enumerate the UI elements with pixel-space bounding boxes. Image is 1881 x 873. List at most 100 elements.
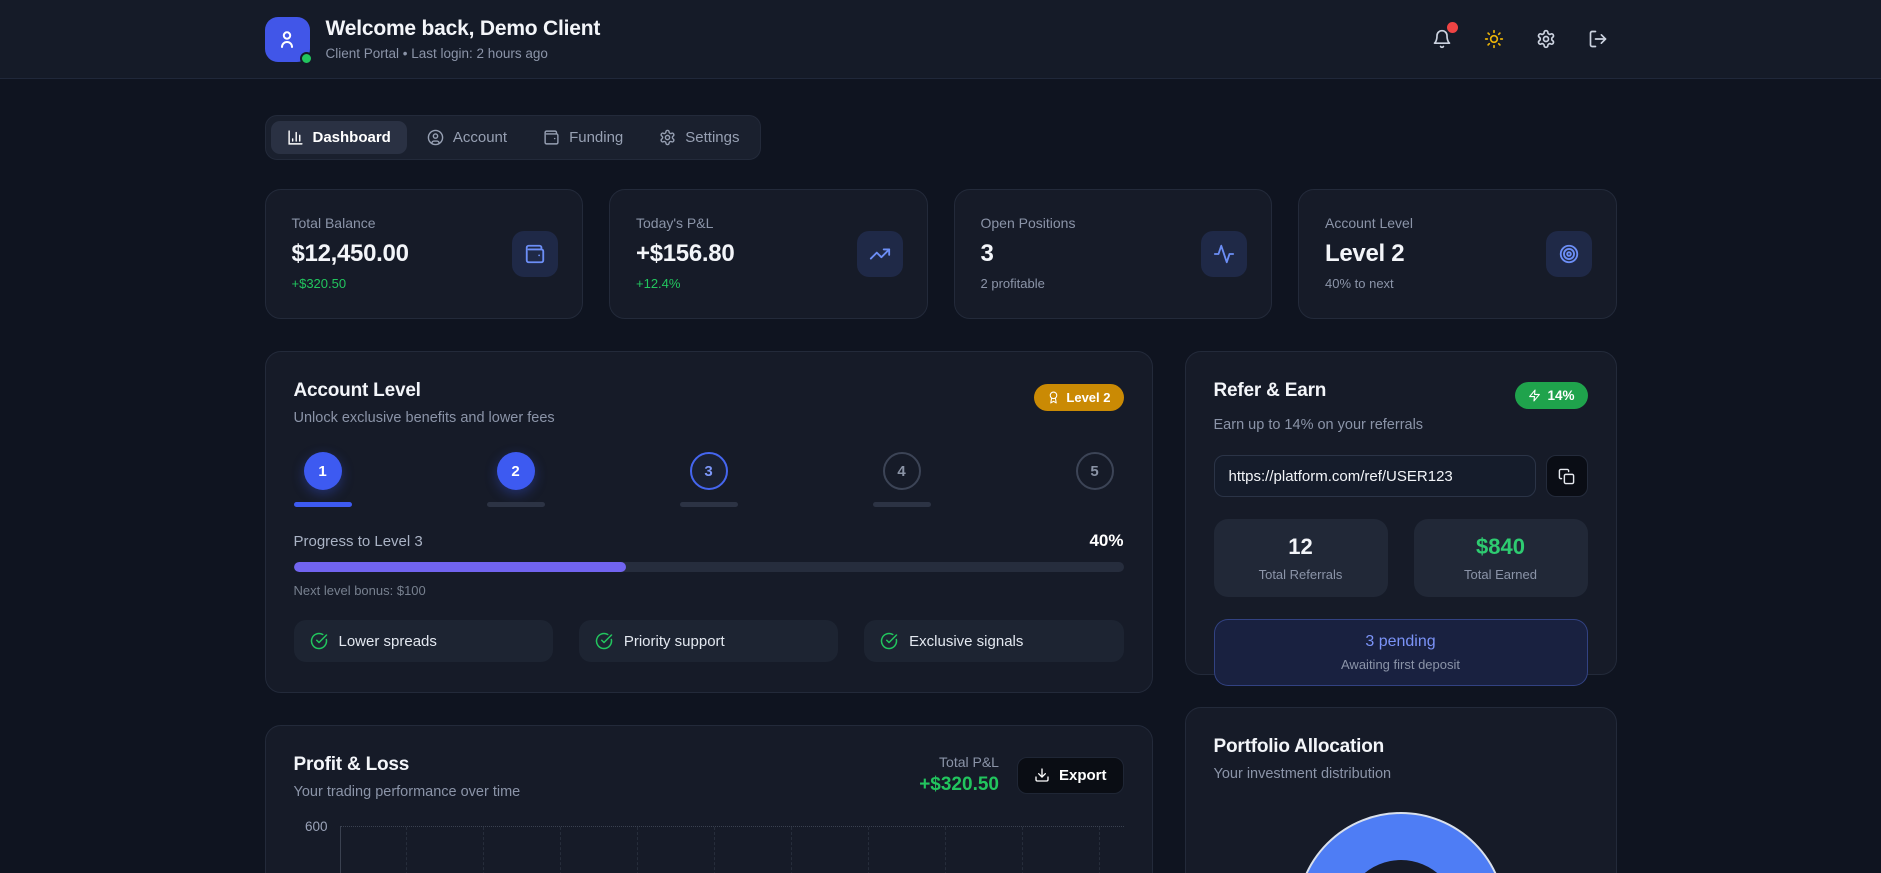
export-button[interactable]: Export (1016, 756, 1124, 794)
tab-label: Funding (569, 129, 624, 146)
settings-button[interactable] (1527, 20, 1565, 58)
level-circle: 2 (496, 452, 535, 490)
level-connector (293, 502, 352, 507)
award-icon (1050, 391, 1058, 404)
total-pnl-value: +$320.50 (919, 774, 999, 795)
stat-value: Level 2 (1325, 240, 1405, 267)
level-connector (679, 502, 738, 507)
tab-label: Account (452, 129, 508, 146)
notifications-button[interactable] (1423, 20, 1461, 58)
referral-link-input[interactable] (1213, 455, 1536, 497)
stat-delta: +12.4% (636, 276, 681, 291)
gear-icon (1537, 29, 1554, 49)
check-circle-icon (880, 632, 898, 650)
benefit-chip: Lower spreads (293, 620, 553, 662)
pnl-subtitle: Your trading performance over time (293, 784, 521, 800)
tab-funding[interactable]: Funding (527, 121, 639, 154)
zap-icon (1529, 389, 1541, 402)
level-step-2: 2 (486, 452, 545, 507)
check-circle-icon (310, 632, 327, 650)
tab-settings[interactable]: Settings (643, 121, 755, 154)
level-connector (1066, 502, 1124, 507)
progress-label: Progress to Level 3 (293, 532, 423, 550)
stat-label: Account Level (1325, 215, 1413, 231)
refer-earn-card: Refer & Earn 14% Earn up to 14% on your … (1184, 351, 1617, 686)
logout-button[interactable] (1579, 20, 1617, 58)
stat-delta: 2 profitable (980, 276, 1045, 291)
logout-icon (1589, 30, 1606, 48)
level-circle: 3 (689, 452, 728, 490)
total-referrals-label: Total Referrals (1258, 567, 1343, 582)
stat-value: 3 (980, 240, 994, 267)
level-step-1: 1 (293, 452, 352, 507)
progress-bar-fill (293, 562, 626, 572)
stat-card-open-positions: Open Positions 3 2 profitable (953, 189, 1272, 319)
level-stepper: 1 2 3 4 5 (293, 452, 1124, 507)
level-connector (872, 502, 931, 507)
allocation-donut-chart (1295, 812, 1506, 873)
chart-y-axis: 600 (294, 819, 340, 873)
stat-delta: 40% to next (1325, 276, 1394, 291)
total-earned-label: Total Earned (1464, 567, 1537, 582)
level-circle: 5 (1075, 452, 1114, 490)
total-earned-value: $840 (1476, 534, 1525, 559)
profit-loss-card: Profit & Loss Your trading performance o… (264, 725, 1153, 873)
pnl-chart: 600 (294, 819, 1124, 873)
theme-toggle-button[interactable] (1475, 20, 1513, 58)
benefit-label: Priority support (623, 632, 725, 650)
pending-count: 3 pending (1365, 633, 1436, 650)
level-connector (486, 502, 545, 507)
stat-card-todays-pnl: Today's P&L +$156.80 +12.4% (609, 189, 928, 319)
copy-icon (1558, 468, 1575, 484)
page-title: Welcome back, Demo Client (325, 17, 601, 40)
benefit-label: Lower spreads (338, 632, 437, 650)
pending-subtitle: Awaiting first deposit (1341, 657, 1460, 672)
tab-dashboard[interactable]: Dashboard (270, 121, 407, 154)
copy-link-button[interactable] (1545, 455, 1588, 497)
refer-title: Refer & Earn (1213, 380, 1327, 401)
referral-rate-badge: 14% (1515, 382, 1588, 409)
online-status-dot (299, 51, 313, 65)
total-referrals-value: 12 (1288, 534, 1313, 559)
download-icon (1035, 768, 1049, 782)
main-tabs: Dashboard Account Funding Settings (264, 115, 762, 160)
benefit-label: Exclusive signals (909, 632, 1024, 650)
chart-plot-area (339, 826, 1124, 873)
referral-rate-label: 14% (1547, 388, 1575, 403)
stat-icon-box (1201, 231, 1247, 277)
stat-label: Open Positions (980, 215, 1076, 231)
level-step-4: 4 (872, 452, 931, 507)
export-button-label: Export (1058, 766, 1107, 784)
trending-up-icon (869, 248, 890, 260)
benefit-chip: Priority support (578, 620, 839, 662)
activity-icon (1213, 244, 1235, 264)
level-badge: Level 2 (1034, 384, 1124, 411)
level-step-5: 5 (1066, 452, 1124, 507)
progress-percent: 40% (1089, 531, 1124, 550)
stat-card-account-level: Account Level Level 2 40% to next (1298, 189, 1617, 319)
account-level-card: Account Level Unlock exclusive benefits … (264, 351, 1153, 693)
account-level-title: Account Level (293, 380, 421, 401)
pending-referrals-box: 3 pending Awaiting first deposit (1213, 619, 1588, 686)
account-level-subtitle: Unlock exclusive benefits and lower fees (293, 410, 555, 426)
stats-row: Total Balance $12,450.00 +$320.50 Today'… (264, 189, 1617, 319)
bell-icon (1433, 29, 1450, 49)
portfolio-subtitle: Your investment distribution (1213, 766, 1392, 782)
portfolio-allocation-card: Portfolio Allocation Your investment dis… (1184, 707, 1617, 873)
tab-account[interactable]: Account (411, 121, 523, 154)
wallet-icon (525, 244, 545, 264)
check-circle-icon (595, 632, 613, 650)
tab-label: Dashboard (312, 129, 391, 146)
target-icon (1559, 244, 1578, 264)
page-subtitle: Client Portal • Last login: 2 hours ago (325, 46, 548, 61)
level-circle: 4 (882, 452, 921, 490)
benefits-row: Lower spreads Priority support Exclusive… (293, 620, 1124, 662)
next-level-bonus: Next level bonus: $100 (293, 583, 426, 598)
y-axis-tick: 600 (304, 819, 328, 834)
header: Welcome back, Demo Client Client Portal … (0, 0, 1881, 79)
user-circle-icon (427, 129, 444, 146)
level-circle: 1 (303, 452, 342, 490)
sun-icon (1484, 29, 1503, 49)
total-referrals-box: 12 Total Referrals (1213, 519, 1388, 597)
total-earned-box: $840 Total Earned (1413, 519, 1588, 597)
